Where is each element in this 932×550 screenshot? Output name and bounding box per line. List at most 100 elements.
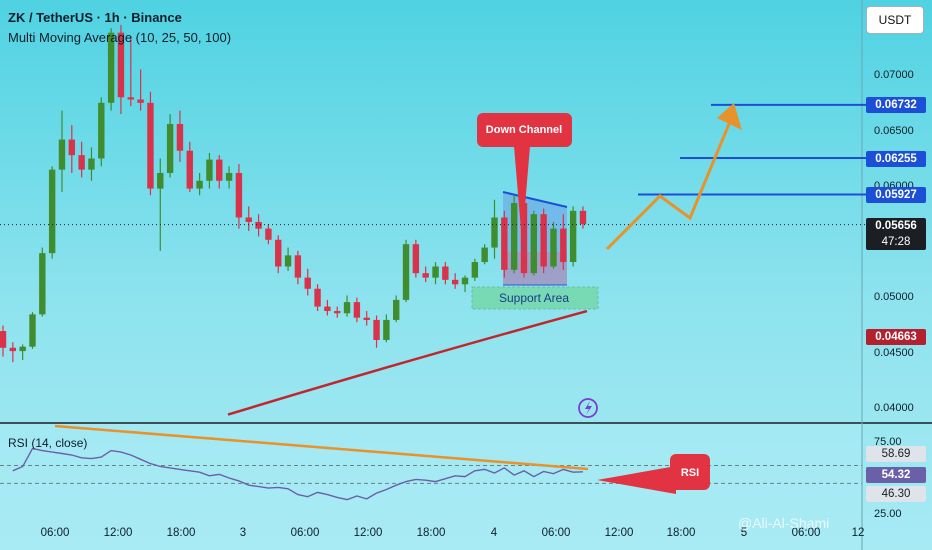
candle-body (579, 210, 587, 225)
x-tick-label: 3 (239, 527, 247, 539)
candle-body (393, 299, 400, 320)
candle-body (540, 214, 547, 267)
candle-body (373, 319, 380, 340)
candle-body (265, 228, 272, 240)
x-tick-label: 18:00 (416, 527, 446, 539)
price-level-tag: 0.05927 (866, 187, 926, 203)
y-tick-label: 0.06500 (874, 125, 914, 137)
candle-body (501, 217, 508, 270)
countdown-tag: 47:28 (866, 234, 926, 250)
candle-body (510, 203, 518, 270)
candle-body (245, 217, 252, 222)
price-level-tag: 0.06732 (866, 97, 926, 113)
x-tick-label: 18:00 (666, 527, 696, 539)
candle-body (98, 102, 105, 159)
candle-body (491, 217, 498, 248)
candle-body (176, 123, 184, 151)
price-level-tag: 0.06255 (866, 151, 926, 167)
candle-body (383, 319, 390, 340)
down-channel-label: Down Channel (486, 124, 562, 136)
candle-body (471, 262, 479, 278)
x-tick-label: 06:00 (40, 527, 70, 539)
down-channel-upper-line (502, 191, 568, 208)
x-tick-label: 12:00 (604, 527, 634, 539)
x-tick-label: 12:00 (103, 527, 133, 539)
moving-average-line (227, 309, 588, 416)
candle-body (235, 172, 243, 218)
candle-body (0, 331, 7, 348)
candle-body (294, 255, 302, 278)
candle-body (353, 302, 361, 318)
y-tick-label: 0.04500 (874, 347, 914, 359)
projection-path (605, 111, 736, 251)
down-channel-callout (477, 113, 572, 147)
rsi-callout-pointer (597, 466, 676, 494)
current-price-tag: 0.05656 (866, 218, 926, 234)
candle-body (402, 244, 410, 300)
candle-body (78, 155, 85, 170)
rsi-callout (670, 454, 710, 490)
candle-body (314, 288, 321, 307)
candle-body (461, 277, 469, 285)
candle-body (19, 346, 26, 352)
candle-body (363, 317, 370, 320)
candle-body (412, 244, 420, 274)
x-tick-label: 5 (740, 527, 748, 539)
candle-body (206, 159, 213, 181)
x-tick-label: 12 (851, 527, 865, 539)
y-tick-label: 0.04000 (874, 402, 914, 414)
x-tick-label: 12:00 (353, 527, 383, 539)
candle-body (39, 253, 46, 315)
candle-body (127, 97, 134, 100)
candle-body (58, 139, 66, 170)
candle-body (334, 311, 341, 314)
rsi-pane-background (0, 423, 862, 550)
candle-body (186, 150, 193, 189)
candle-body (324, 306, 331, 312)
candle-body (48, 169, 56, 254)
projection-arrowhead (717, 103, 742, 130)
rsi-current-tag: 54.32 (866, 467, 926, 483)
candle-body (117, 32, 125, 98)
x-tick-label: 06:00 (791, 527, 821, 539)
support-area-label: Support Area (499, 291, 569, 305)
candle-body (216, 159, 223, 181)
rsi-tick-label: 75.00 (874, 436, 902, 448)
author-watermark: @Ali-Al-Shami (738, 515, 830, 531)
lightning-icon (578, 398, 598, 418)
lightning-icon (585, 401, 592, 415)
rsi-tick-label: 25.00 (874, 508, 902, 520)
rsi-trendline (54, 424, 589, 471)
support-area-box (471, 286, 599, 310)
rsi-level-tag: 58.69 (866, 446, 926, 462)
x-tick-label: 18:00 (166, 527, 196, 539)
currency-button[interactable]: USDT (866, 6, 924, 34)
x-tick-label: 06:00 (290, 527, 320, 539)
candle-body (569, 210, 577, 263)
candle-body (255, 221, 262, 229)
candle-body (560, 228, 567, 263)
candle-body (88, 158, 95, 170)
candle-body (451, 279, 459, 285)
candle-body (157, 172, 164, 189)
candle-body (196, 180, 203, 189)
candle-body (530, 214, 538, 274)
candle-body (442, 266, 449, 280)
rsi-title: RSI (14, close) (8, 436, 88, 450)
candle-body (275, 239, 282, 267)
red-price-tag: 0.04663 (866, 329, 926, 345)
candle-body (481, 247, 488, 263)
y-tick-label: 0.05000 (874, 291, 914, 303)
candle-body (107, 32, 115, 103)
candle-body (29, 314, 36, 347)
indicator-title: Multi Moving Average (10, 25, 50, 100) (8, 30, 232, 45)
candle-body (304, 277, 311, 289)
candle-body (284, 255, 292, 267)
x-tick-label: 06:00 (541, 527, 571, 539)
rsi-level-tag: 46.30 (866, 486, 926, 502)
candle-body (166, 123, 174, 173)
candle-body (225, 172, 233, 181)
symbol-title: ZK / TetherUS · 1h · Binance (8, 10, 182, 25)
